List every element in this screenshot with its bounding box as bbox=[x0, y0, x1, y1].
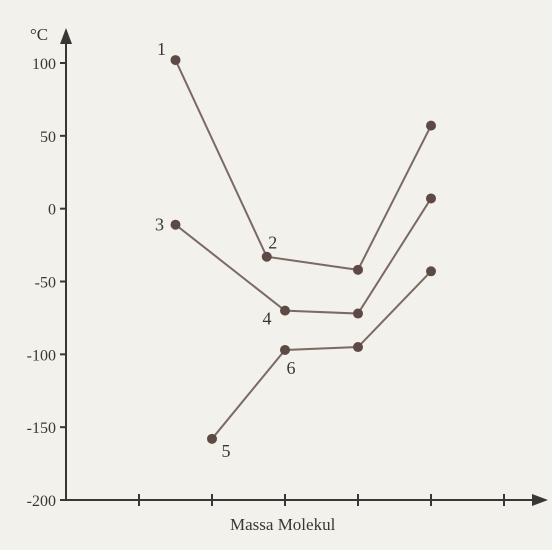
y-tick-label: -200 bbox=[27, 493, 56, 510]
data-point bbox=[426, 120, 436, 131]
series-2: 34 bbox=[155, 193, 436, 329]
data-point bbox=[353, 342, 363, 353]
point-label: 1 bbox=[157, 39, 166, 59]
y-axis-label: °C bbox=[30, 25, 48, 44]
point-label: 5 bbox=[222, 441, 231, 461]
point-label: 2 bbox=[268, 233, 277, 253]
data-point bbox=[426, 266, 436, 277]
axes: °C Massa Molekul bbox=[30, 25, 548, 534]
y-tick-label: -150 bbox=[27, 420, 56, 437]
y-axis-arrow-icon bbox=[60, 28, 72, 44]
x-ticks bbox=[138, 494, 505, 506]
y-tick-label: -50 bbox=[35, 275, 56, 292]
data-point bbox=[353, 308, 363, 319]
series-line bbox=[174, 197, 432, 315]
y-tick-label: 100 bbox=[32, 56, 56, 73]
point-label: 6 bbox=[287, 358, 296, 378]
data-point bbox=[426, 193, 436, 204]
x-axis-label: Massa Molekul bbox=[230, 515, 336, 534]
data-point bbox=[280, 344, 290, 355]
data-point bbox=[170, 55, 181, 66]
series-1: 12 bbox=[157, 39, 436, 275]
y-tick-label: 50 bbox=[40, 129, 56, 146]
point-label: 3 bbox=[155, 215, 164, 235]
series-line bbox=[174, 59, 432, 271]
point-label: 4 bbox=[263, 309, 272, 329]
series-line bbox=[211, 270, 432, 440]
data-point bbox=[353, 264, 363, 275]
y-tick-label: 0 bbox=[48, 202, 56, 219]
x-axis-arrow-icon bbox=[532, 494, 548, 506]
y-tick-label: -100 bbox=[27, 347, 56, 364]
data-point bbox=[261, 251, 272, 262]
data-point bbox=[170, 219, 181, 230]
data-point bbox=[280, 305, 290, 316]
y-ticks: 100 50 0 -50 -100 -150 -200 bbox=[27, 56, 66, 510]
series-3: 56 bbox=[207, 266, 436, 461]
data-point bbox=[207, 433, 217, 444]
